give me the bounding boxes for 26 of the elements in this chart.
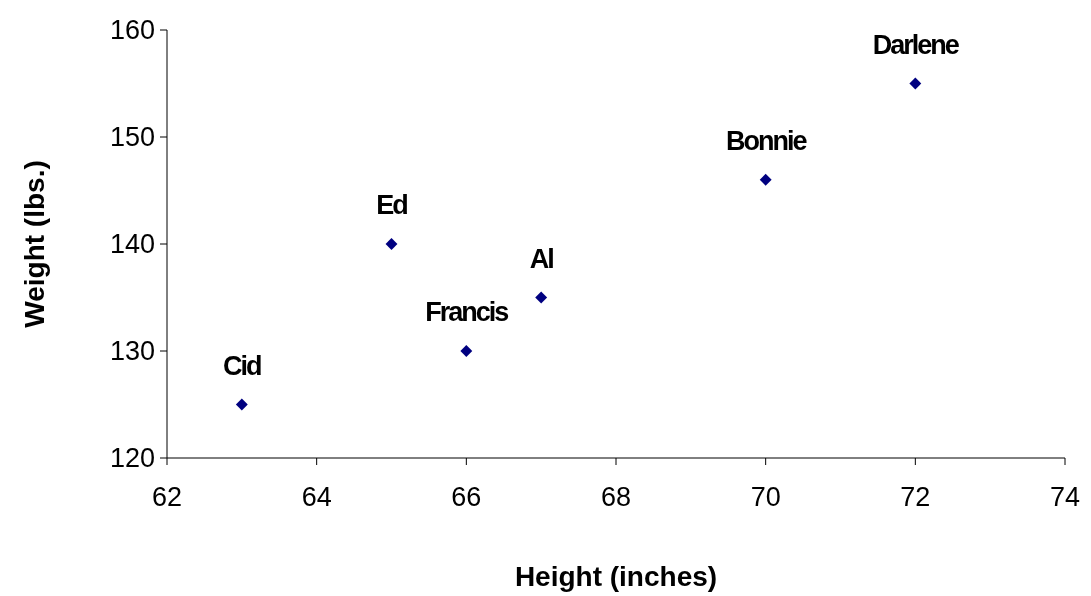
annotation: Al bbox=[529, 243, 554, 274]
y-tick-label: 130 bbox=[109, 336, 155, 367]
x-tick-label: 66 bbox=[451, 482, 482, 512]
y-axis-title: Weight (lbs.) bbox=[19, 160, 50, 328]
point bbox=[460, 345, 473, 357]
point bbox=[535, 291, 548, 304]
annotation: Cid bbox=[223, 350, 262, 381]
x-tick-label: 64 bbox=[301, 482, 332, 512]
y-tick-label: 120 bbox=[109, 443, 155, 474]
x-tick-label: 70 bbox=[750, 482, 781, 512]
annotation: Darlene bbox=[872, 29, 960, 60]
x-tick-label: 74 bbox=[1049, 482, 1081, 512]
y-tick-label: 140 bbox=[109, 229, 155, 260]
y-tick-label: 160 bbox=[109, 15, 155, 46]
x-tick-label: 72 bbox=[900, 482, 931, 512]
x-axis-title: Height (inches) bbox=[514, 561, 718, 592]
annotation: Bonnie bbox=[725, 125, 808, 156]
annotation: Ed bbox=[376, 190, 408, 220]
point bbox=[759, 173, 772, 186]
y-tick-label: 150 bbox=[109, 122, 155, 153]
annotation: Francis bbox=[425, 297, 509, 327]
x-tick-label: 62 bbox=[151, 482, 183, 512]
x-tick-label: 68 bbox=[600, 482, 632, 512]
point bbox=[385, 238, 398, 250]
point bbox=[235, 398, 248, 411]
point bbox=[909, 77, 922, 90]
